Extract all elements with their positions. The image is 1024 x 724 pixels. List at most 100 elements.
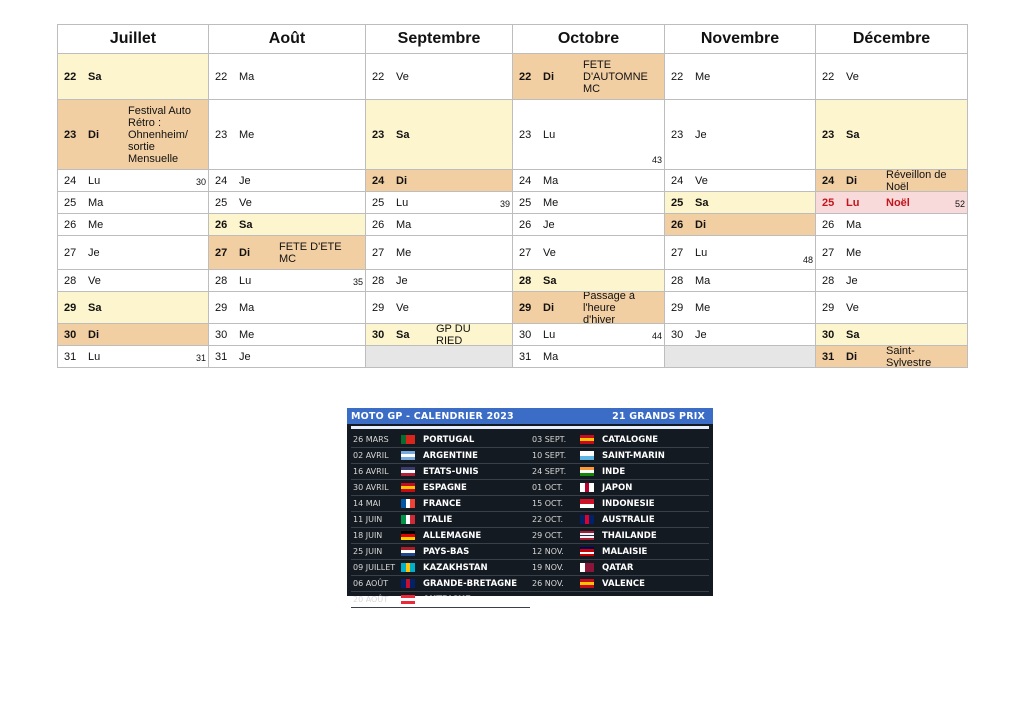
weekday-label: Me (543, 196, 559, 209)
weekday-label: Sa (695, 196, 709, 209)
day-number: 29 (64, 301, 77, 314)
day-cell: 28 Sa (513, 270, 665, 292)
race-date: 03 SEPT. (532, 435, 567, 444)
day-cell: 26 Ma (816, 214, 968, 236)
day-number: 27 (64, 246, 77, 259)
day-number: 25 (215, 196, 228, 209)
event-label: Saint-Sylvestre (886, 346, 932, 368)
spain-flag-icon (580, 579, 594, 588)
france-flag-icon (401, 499, 415, 508)
race-name: JAPON (602, 482, 633, 493)
race-date: 06 AOÛT (353, 579, 389, 588)
weekday-label: Ma (88, 196, 104, 209)
race-name: ETATS-UNIS (423, 466, 479, 477)
race-name: MALAISIE (602, 546, 648, 557)
weekday-label: Ma (239, 70, 255, 83)
day-number: 30 (215, 328, 228, 341)
weekday-label: Ma (846, 218, 862, 231)
weekday-label: Sa (543, 274, 557, 287)
san-marino-flag-icon (580, 451, 594, 460)
day-cell (366, 346, 513, 368)
month-header: Octobre (513, 24, 665, 54)
race-name: AUTRICHE (423, 594, 471, 605)
weekday-label: Lu (88, 350, 101, 363)
day-number: 22 (64, 70, 77, 83)
day-cell: 22 Di FETE D'AUTOMNE MC (513, 54, 665, 100)
day-number: 24 (372, 174, 385, 187)
day-cell: 27 Je (57, 236, 209, 270)
weekday-label: Lu (846, 196, 860, 209)
race-name: GRANDE-BRETAGNE (423, 578, 518, 589)
race-date: 12 NOV. (532, 547, 564, 556)
race-row: 26 NOV. VALENCE (530, 576, 709, 592)
day-cell: 30 Lu 44 (513, 324, 665, 346)
day-cell: 28 Lu 35 (209, 270, 366, 292)
races-column-left: 26 MARS PORTUGAL 02 AVRIL ARGENTINE 16 AVRIL… (351, 432, 530, 608)
weekday-label: Ve (396, 70, 409, 83)
india-flag-icon (580, 467, 594, 476)
indonesia-flag-icon (580, 499, 594, 508)
day-number: 24 (671, 174, 684, 187)
weekday-label: Di (88, 128, 99, 141)
weekday-label: Di (88, 328, 99, 341)
race-row: 29 OCT. THAILANDE (530, 528, 709, 544)
portugal-flag-icon (401, 435, 415, 444)
weekday-label: Me (239, 128, 255, 141)
race-row: 20 AOÛT AUTRICHE (351, 592, 530, 608)
day-number: 30 (519, 328, 532, 341)
day-number: 25 (671, 196, 684, 209)
race-row: 14 MAI FRANCE (351, 496, 530, 512)
race-name: ARGENTINE (423, 450, 478, 461)
weekday-label: Ve (239, 196, 252, 209)
weekday-label: Ve (543, 246, 556, 259)
day-cell: 22 Me (665, 54, 816, 100)
weekday-label: Di (543, 301, 554, 314)
day-number: 23 (215, 128, 228, 141)
netherlands-flag-icon (401, 547, 415, 556)
weekday-label: Ve (846, 70, 859, 83)
race-name: QATAR (602, 562, 634, 573)
day-number: 28 (215, 274, 228, 287)
day-cell: 30 Sa (816, 324, 968, 346)
race-date: 11 JUIN (353, 515, 383, 524)
day-number: 26 (519, 218, 532, 231)
race-date: 10 SEPT. (532, 451, 567, 460)
day-cell: 30 Di (57, 324, 209, 346)
weekday-label: Me (695, 301, 711, 314)
weekday-label: Sa (396, 128, 410, 141)
race-date: 29 OCT. (532, 531, 564, 540)
malaysia-flag-icon (580, 547, 594, 556)
race-date: 26 MARS (353, 435, 389, 444)
day-cell: 22 Ve (816, 54, 968, 100)
race-name: SAINT-MARIN (602, 450, 665, 461)
day-number: 27 (372, 246, 385, 259)
weekday-label: Ma (239, 301, 255, 314)
poster-title: MOTO GP - CALENDRIER 2023 (351, 410, 514, 422)
weekday-label: Me (88, 218, 104, 231)
day-cell: 23 Me (209, 100, 366, 170)
day-cell: 29 Di Passage à l'heure d'hiver (513, 292, 665, 324)
week-number: 31 (195, 353, 206, 363)
month-header: Décembre (816, 24, 968, 54)
week-number: 43 (651, 155, 662, 165)
day-cell: 27 Me (816, 236, 968, 270)
day-cell: 22 Ve (366, 54, 513, 100)
argentina-flag-icon (401, 451, 415, 460)
day-number: 25 (64, 196, 77, 209)
japan-flag-icon (580, 483, 594, 492)
day-cell: 29 Ve (366, 292, 513, 324)
weekday-label: Ma (695, 274, 711, 287)
day-cell: 23 Sa (366, 100, 513, 170)
day-number: 25 (372, 196, 385, 209)
poster-header: MOTO GP - CALENDRIER 2023 21 GRANDS PRIX (347, 408, 713, 424)
weekday-label: Sa (396, 328, 410, 341)
race-row: 10 SEPT. SAINT-MARIN (530, 448, 709, 464)
day-number: 27 (822, 246, 835, 259)
day-number: 30 (822, 328, 835, 341)
day-cell: 29 Ma (209, 292, 366, 324)
usa-flag-icon (401, 467, 415, 476)
race-row: 26 MARS PORTUGAL (351, 432, 530, 448)
day-cell: 24 Ve (665, 170, 816, 192)
race-name: AUSTRALIE (602, 514, 655, 525)
race-date: 16 AVRIL (353, 467, 389, 476)
